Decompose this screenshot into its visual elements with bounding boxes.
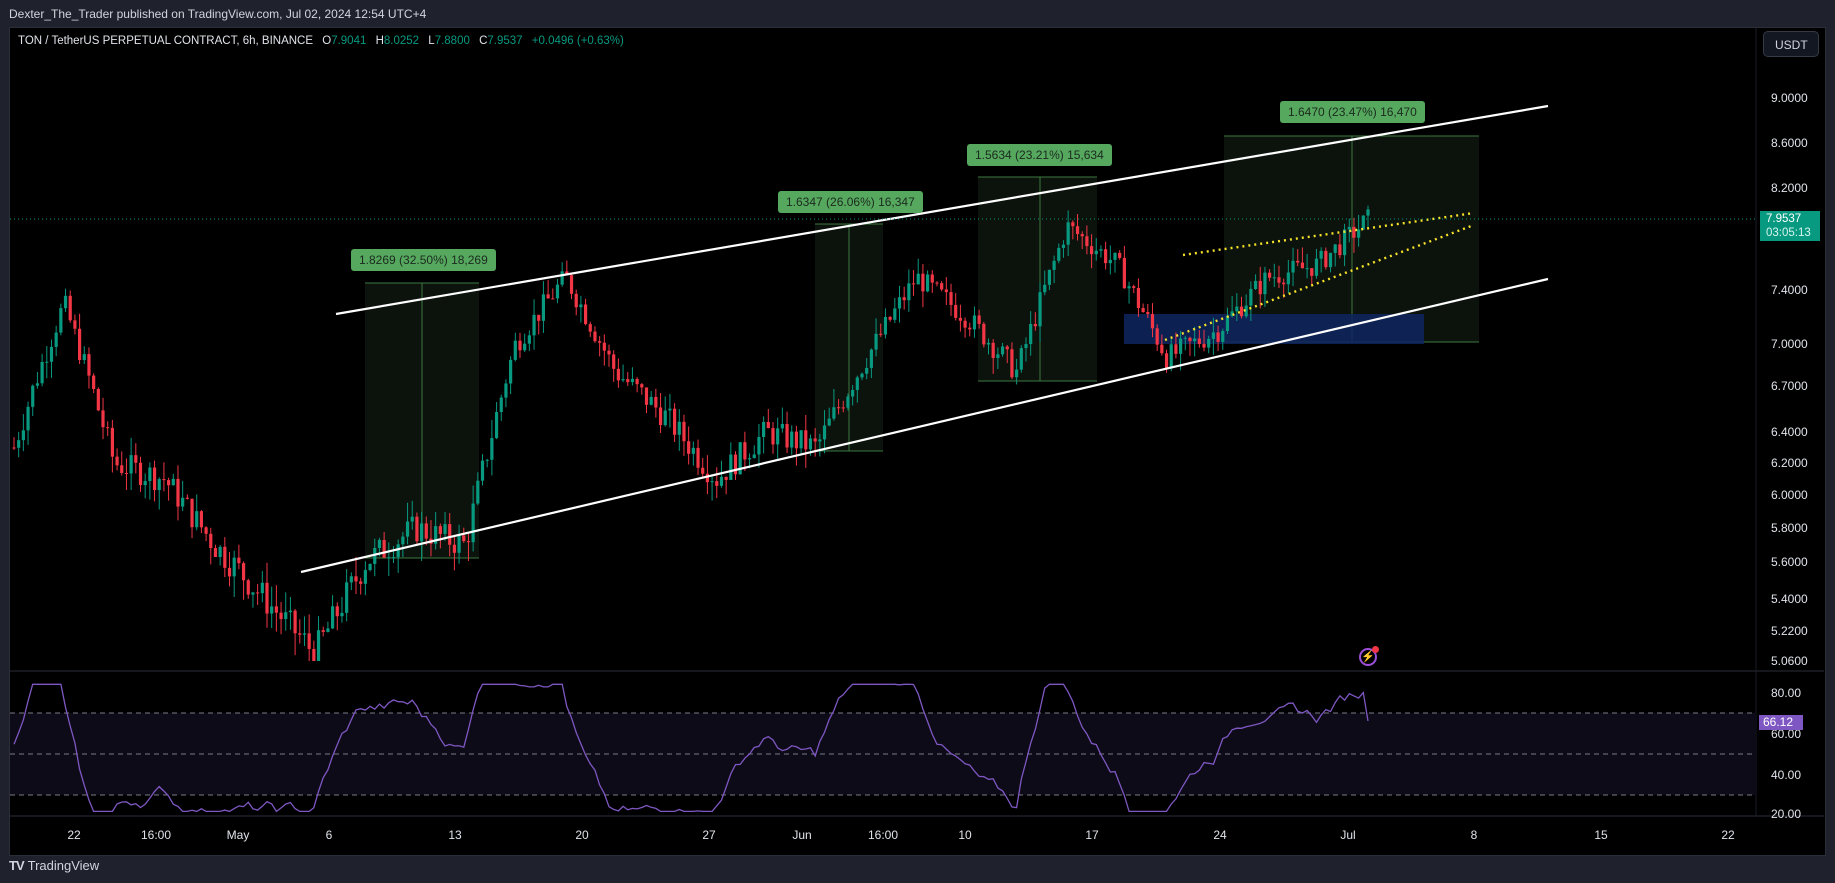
bar-countdown: 03:05:13 [1766,227,1811,239]
measure-label: 1.6347 (26.06%) 16,347 [778,191,923,213]
measure-label: 1.8269 (32.50%) 18,269 [351,249,496,271]
time-tick-label: 6 [325,828,333,842]
rsi-tick-label: 20.00 [1771,807,1802,821]
time-tick-label: Jun [792,828,812,842]
price-tick-label: 5.4000 [1771,592,1808,606]
footer-branding: TV TradingView [9,858,99,873]
price-tick-label: 7.0000 [1771,337,1808,351]
open-label: O [322,35,332,47]
price-tick-label: 9.0000 [1771,91,1808,105]
time-tick-label: 16:00 [140,828,172,842]
price-tick-label: 6.4000 [1771,425,1808,439]
price-tick-label: 6.0000 [1771,488,1808,502]
time-tick-label: May [226,828,250,842]
time-tick-label: 22 [1721,828,1735,842]
time-tick-label: 10 [958,828,972,842]
rsi-tick-label: 60.00 [1771,727,1802,741]
tradingview-wordmark: TradingView [27,858,100,873]
time-tick-label: 16:00 [867,828,899,842]
price-tick-label: 6.7000 [1771,379,1808,393]
tradingview-logo-icon: TV [9,858,25,873]
time-tick-label: 15 [1594,828,1608,842]
published-caption: Dexter_The_Trader published on TradingVi… [9,7,427,21]
time-tick-label: 20 [575,828,589,842]
low-value: 7.8800 [434,35,470,47]
measure-label: 1.5634 (23.21%) 15,634 [967,144,1112,166]
time-tick-label: 13 [448,828,462,842]
time-tick-label: Jul [1340,828,1356,842]
high-value: 8.0252 [383,35,420,47]
price-tick-label: 5.6000 [1771,555,1808,569]
open-value: 7.9041 [331,35,367,47]
flash-alert-icon[interactable]: ⚡ [1359,646,1379,666]
symbol-legend: TON / TetherUS PERPETUAL CONTRACT, 6h, B… [18,35,624,47]
currency-button[interactable]: USDT [1763,31,1819,57]
time-tick-label: 8 [1470,828,1478,842]
price-tick-label: 7.4000 [1771,283,1808,297]
time-tick-label: 24 [1213,828,1227,842]
rsi-tick-label: 80.00 [1771,686,1802,700]
price-tick-label: 5.8000 [1771,521,1808,535]
price-tick-label: 8.6000 [1771,136,1808,150]
close-label: C [479,35,488,47]
close-value: 7.9537 [487,35,523,47]
time-tick-label: 17 [1085,828,1099,842]
notification-dot [1372,646,1379,653]
rsi-tick-label: 40.00 [1771,768,1802,782]
price-tick-label: 5.0600 [1771,654,1808,668]
change-value: +0.0496 (+0.63%) [531,35,624,47]
rsi-value-tag: 66.12 [1759,715,1803,730]
price-tick-label: 6.2000 [1771,456,1808,470]
current-price: 7.9537 [1766,213,1802,225]
price-tick-label: 8.2000 [1771,181,1808,195]
current-price-tag: 7.9537 03:05:13 [1760,211,1820,241]
measure-label: 1.6470 (23.47%) 16,470 [1280,101,1425,123]
time-tick-label: 22 [67,828,81,842]
price-tick-label: 5.2200 [1771,624,1808,638]
top-bar: Dexter_The_Trader published on TradingVi… [0,0,1835,27]
low-label: L [428,35,435,47]
time-tick-label: 27 [702,828,716,842]
symbol-title[interactable]: TON / TetherUS PERPETUAL CONTRACT, 6h, B… [18,35,314,47]
high-label: H [375,35,384,47]
